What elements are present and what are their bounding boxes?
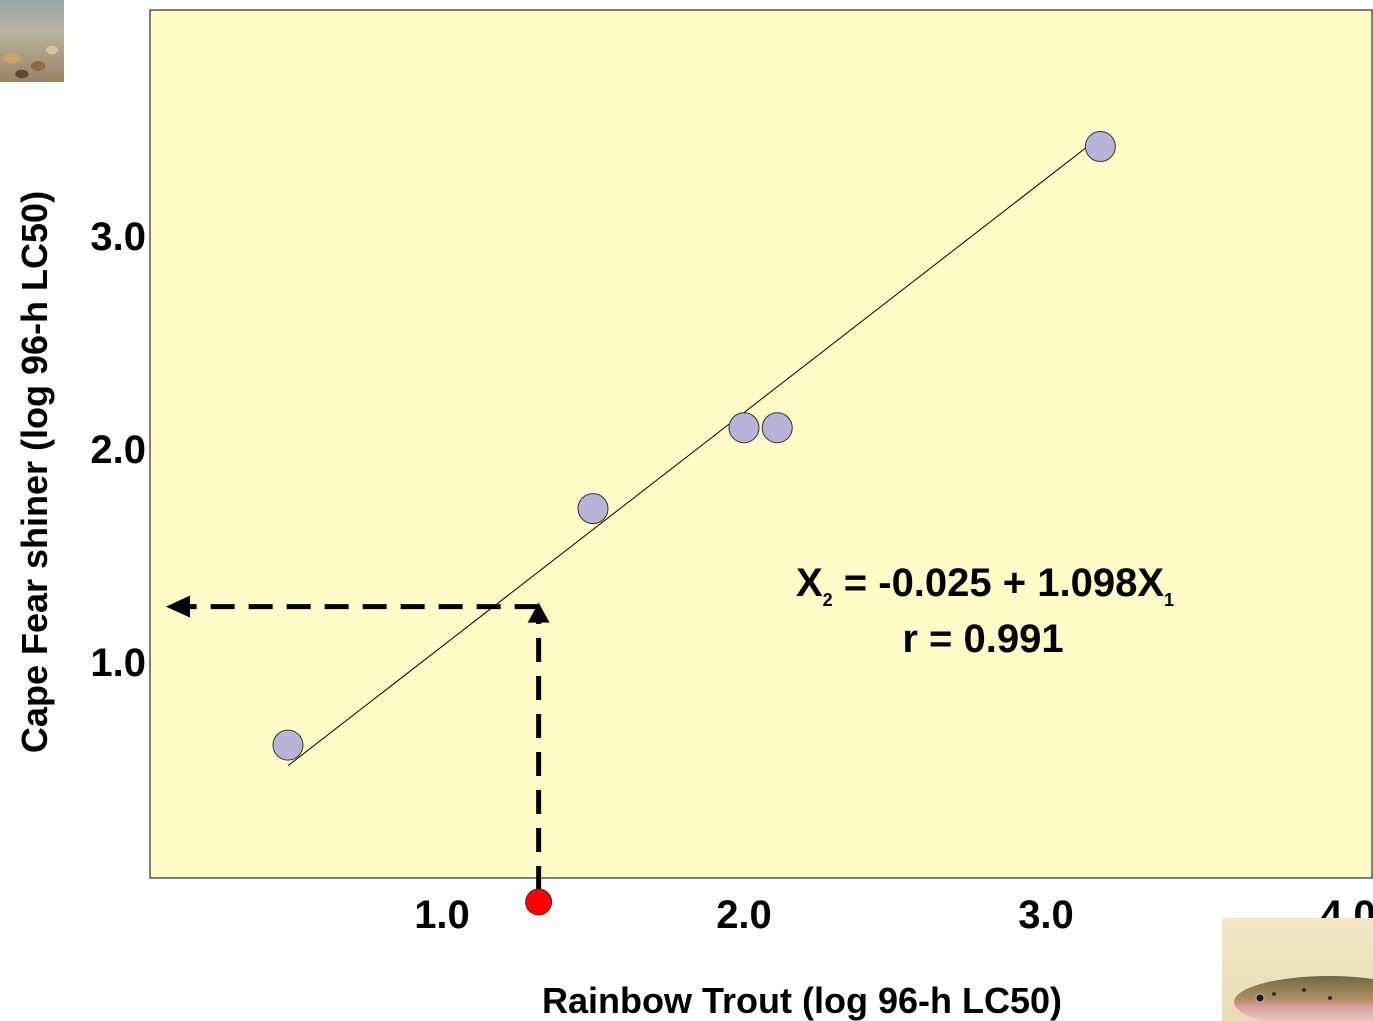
regression-equation: X2 = -0.025 + 1.098X1 [796,561,1174,610]
eq-middle: = -0.025 + 1.098X [833,561,1165,605]
x-tick-label: 3.0 [1018,893,1074,937]
prediction-point [526,889,552,915]
eq-sub-2: 2 [823,590,833,610]
x-tick-label: 2.0 [716,893,772,937]
y-axis-title: Cape Fear shiner (log 96-h LC50) [14,191,55,753]
plot-area [150,10,1372,878]
data-point [1085,132,1115,162]
x-tick-label: 1.0 [414,893,470,937]
correlation-r: r = 0.991 [902,617,1063,661]
data-point [273,730,303,760]
x-axis-title: Rainbow Trout (log 96-h LC50) [542,980,1062,1021]
data-point [729,413,759,443]
y-tick-label: 1.0 [90,641,146,685]
data-point [578,494,608,524]
rainbow-trout-photo [1222,918,1373,1021]
y-tick-label: 3.0 [90,215,146,259]
eq-sub-1: 1 [1164,590,1174,610]
trout-fish-image [1234,976,1373,1021]
eq-x2: X [796,561,823,605]
y-tick-labels: 1.0 2.0 3.0 [90,215,146,685]
y-tick-label: 2.0 [90,428,146,472]
data-point [762,413,792,443]
